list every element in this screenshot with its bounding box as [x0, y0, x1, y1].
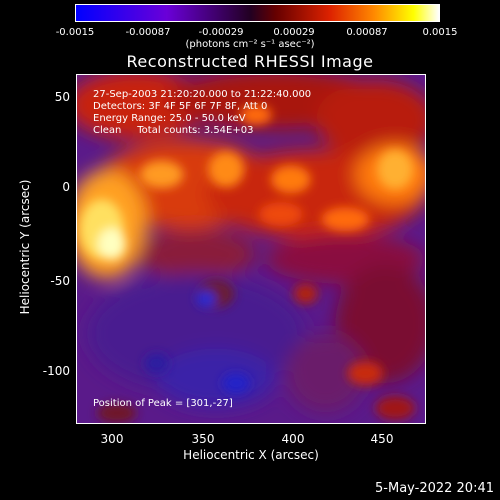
image-title: Reconstructed RHESSI Image [126, 52, 374, 71]
y-tick: -50 [50, 274, 70, 288]
colorbar-tick: 0.0015 [422, 27, 458, 38]
y-tick: 0 [62, 180, 70, 194]
x-axis-label: Heliocentric X (arcsec) [183, 448, 319, 462]
colorbar-tick: 0.00087 [346, 27, 388, 38]
colorbar-tick: -0.00029 [198, 27, 244, 38]
x-tick: 400 [281, 432, 305, 446]
peak-position: Position of Peak = [301,-27] [93, 398, 233, 409]
clean-counts: Clean Total counts: 3.54E+03 [93, 125, 254, 136]
colorbar-units: (photons cm⁻² s⁻¹ asec⁻²) [185, 39, 315, 50]
colorbar-tick: -0.0015 [55, 27, 95, 38]
time-range: 27-Sep-2003 21:20:20.000 to 21:22:40.000 [93, 89, 312, 100]
y-tick: 50 [54, 90, 70, 104]
image-plot [76, 74, 426, 424]
x-tick: 350 [191, 432, 215, 446]
energy-range: Energy Range: 25.0 - 50.0 keV [93, 113, 246, 124]
y-tick: -100 [42, 364, 70, 378]
colorbar-tick: 0.00029 [273, 27, 315, 38]
colorbar [75, 4, 440, 22]
x-tick: 300 [100, 432, 124, 446]
detectors-info: Detectors: 3F 4F 5F 6F 7F 8F, Att 0 [93, 101, 268, 112]
heatmap-image [77, 75, 425, 423]
date-stamp: 5-May-2022 20:41 [375, 481, 494, 496]
x-tick: 450 [370, 432, 394, 446]
colorbar-tick: -0.00087 [125, 27, 171, 38]
y-axis-label: Heliocentric Y (arcsec) [18, 179, 32, 315]
